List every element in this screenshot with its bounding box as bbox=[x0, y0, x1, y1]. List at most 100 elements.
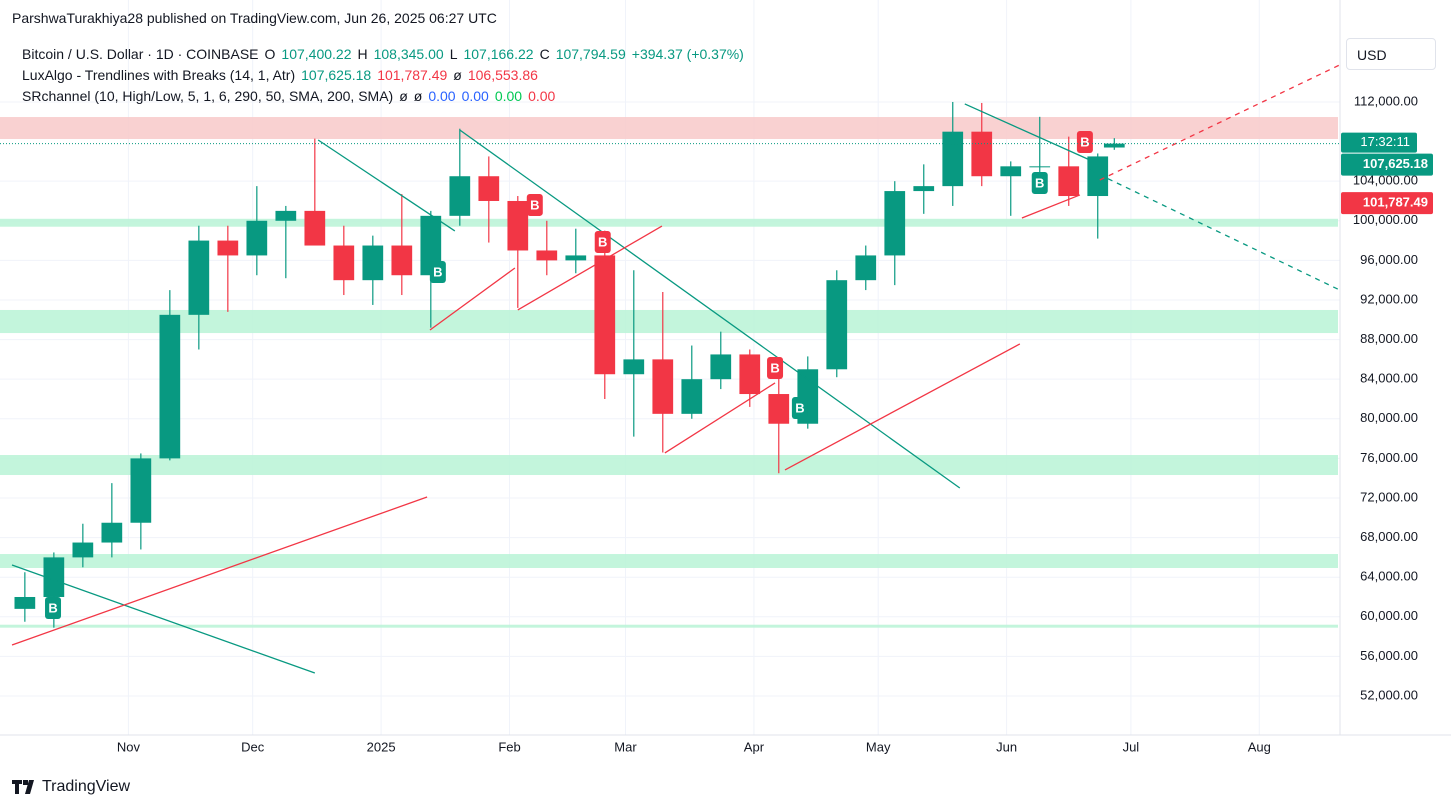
candle-body bbox=[101, 522, 123, 543]
y-tick-label: 100,000.00 bbox=[1353, 212, 1418, 227]
candle-body bbox=[362, 245, 384, 281]
signal-badge bbox=[45, 596, 62, 619]
legend-text: +394.37 (+0.37%) bbox=[631, 46, 744, 62]
legend-text: O bbox=[264, 46, 276, 62]
y-tick-label: 96,000.00 bbox=[1360, 252, 1418, 267]
legend-text: 0.00 bbox=[428, 88, 456, 104]
signal-label: B bbox=[598, 234, 607, 249]
candle-body bbox=[594, 255, 616, 375]
candle-body bbox=[1029, 166, 1051, 168]
x-tick-label: May bbox=[866, 739, 891, 754]
signal-badge bbox=[429, 260, 446, 283]
candle-body bbox=[478, 176, 500, 201]
sr-zone bbox=[0, 117, 1338, 140]
signal-label: B bbox=[433, 264, 442, 279]
x-tick-label: Aug bbox=[1248, 739, 1271, 754]
candle-body bbox=[391, 245, 413, 276]
candle-body bbox=[913, 186, 935, 192]
candle-body bbox=[217, 240, 239, 256]
signal-label: B bbox=[48, 600, 57, 615]
legend-row: Bitcoin / U.S. Dollar · 1D · COINBASE O 10… bbox=[22, 44, 750, 65]
candle-body bbox=[159, 314, 181, 459]
legend-row: SRchannel (10, High/Low, 5, 1, 6, 290, 5… bbox=[22, 86, 750, 107]
signal-badge bbox=[791, 396, 808, 419]
y-tick-label: 60,000.00 bbox=[1360, 608, 1418, 623]
candle-body bbox=[130, 458, 152, 523]
y-tick-label: 92,000.00 bbox=[1360, 291, 1418, 306]
trendline bbox=[517, 225, 663, 311]
y-tick-label: 68,000.00 bbox=[1360, 529, 1418, 544]
price-label: 101,787.49 bbox=[1363, 195, 1428, 210]
legend-text: 107,400.22 bbox=[281, 46, 352, 62]
y-tick-label: 64,000.00 bbox=[1360, 569, 1418, 584]
legend-text: 0.00 bbox=[494, 88, 523, 104]
candle-body bbox=[652, 359, 674, 414]
candle-body bbox=[681, 379, 703, 414]
legend-text: ø bbox=[399, 88, 408, 104]
legend-text: 108,345.00 bbox=[373, 46, 444, 62]
y-tick-label: 84,000.00 bbox=[1360, 371, 1418, 386]
trendline bbox=[964, 103, 1091, 161]
candle-body bbox=[710, 354, 732, 380]
signal-badge bbox=[767, 356, 784, 379]
footer: TradingView bbox=[12, 778, 130, 796]
candle-body bbox=[1058, 166, 1080, 197]
brand: TradingView bbox=[42, 778, 131, 795]
candle-body bbox=[43, 557, 65, 597]
chart: Nov Dec 2025 Feb Mar Apr May Jun Jul Aug 52,000.00… bbox=[0, 0, 1451, 754]
legend-text: C bbox=[539, 46, 550, 62]
candle-body bbox=[1087, 156, 1109, 197]
legend-text: 107,794.59 bbox=[555, 46, 626, 62]
y-tick-label: 88,000.00 bbox=[1360, 331, 1418, 346]
x-tick-label: Dec bbox=[241, 739, 265, 754]
y-tick-label: 80,000.00 bbox=[1360, 410, 1418, 425]
candle-body bbox=[304, 210, 326, 246]
trendline bbox=[11, 496, 428, 646]
candle-body bbox=[1000, 166, 1022, 177]
candle-body bbox=[536, 250, 558, 261]
candle-body bbox=[826, 280, 848, 370]
candle-body bbox=[739, 354, 761, 395]
y-tick-label: 56,000.00 bbox=[1360, 648, 1418, 663]
sr-zone bbox=[0, 218, 1338, 227]
signal-label: B bbox=[795, 400, 804, 415]
sr-zone bbox=[0, 624, 1338, 628]
signal-label: B bbox=[770, 360, 779, 375]
logo bbox=[12, 780, 34, 794]
legend-text: 0.00 bbox=[528, 88, 556, 104]
signal-badge bbox=[1031, 171, 1048, 194]
currency-button[interactable]: USD bbox=[1346, 38, 1436, 70]
candle-body bbox=[420, 215, 442, 276]
x-tick-label: Feb bbox=[498, 739, 520, 754]
y-tick-label: 72,000.00 bbox=[1360, 489, 1418, 504]
candle-body bbox=[623, 359, 645, 375]
signal-badge bbox=[1076, 130, 1093, 153]
legend-text: Bitcoin / U.S. Dollar · 1D · COINBASE bbox=[22, 46, 259, 62]
x-tick-label: Apr bbox=[744, 739, 765, 754]
legend-text: L bbox=[449, 46, 458, 62]
y-tick-label: 76,000.00 bbox=[1360, 450, 1418, 465]
legend-text: LuxAlgo - Trendlines with Breaks (14, 1,… bbox=[22, 67, 296, 83]
y-tick-label: 104,000.00 bbox=[1353, 173, 1418, 188]
candle-body bbox=[333, 245, 355, 281]
price-label: 107,625.18 bbox=[1363, 156, 1428, 171]
legend-text: 107,625.18 bbox=[301, 67, 372, 83]
signal-badge bbox=[594, 230, 611, 253]
candle-body bbox=[884, 191, 906, 256]
legend-text: SRchannel (10, High/Low, 5, 1, 6, 290, 5… bbox=[22, 88, 394, 104]
sr-zone bbox=[0, 309, 1338, 334]
candle-body bbox=[855, 255, 877, 281]
trendline bbox=[784, 343, 1021, 471]
candle-body bbox=[449, 176, 471, 216]
trendline bbox=[459, 129, 961, 489]
legend-text: 0.00 bbox=[461, 88, 489, 104]
price-label-box bbox=[1341, 192, 1433, 215]
candle-body bbox=[942, 131, 964, 187]
legend-text: 107,166.22 bbox=[463, 46, 534, 62]
candle-body bbox=[275, 210, 297, 221]
x-tick-label: Jun bbox=[996, 739, 1017, 754]
trendline bbox=[1099, 64, 1340, 181]
candle-body bbox=[768, 394, 790, 424]
x-tick-label: Nov bbox=[117, 739, 141, 754]
trendline bbox=[1089, 169, 1340, 291]
